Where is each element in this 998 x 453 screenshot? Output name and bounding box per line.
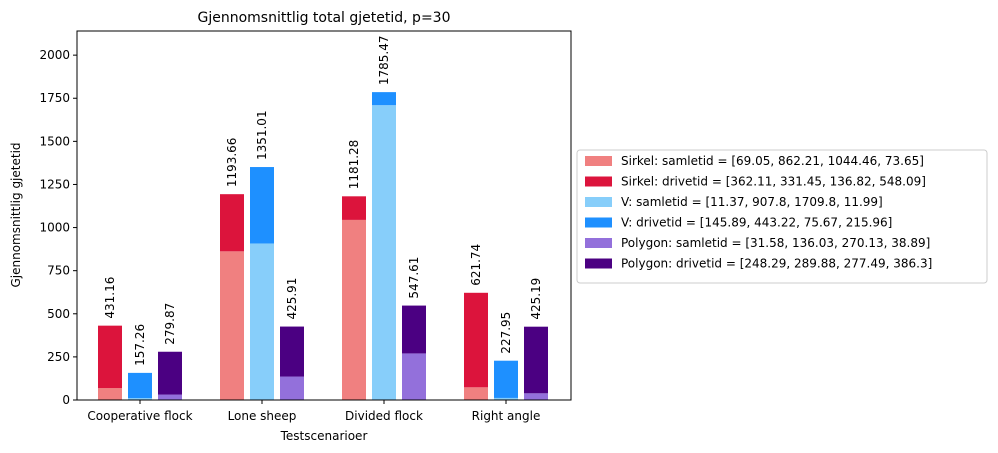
bar-segment (524, 326, 548, 394)
bar-total-label: 431.16 (103, 277, 117, 319)
bar-segment (220, 194, 244, 252)
legend-swatch (585, 197, 612, 207)
bar-segment (158, 351, 182, 395)
bar-segment (464, 387, 488, 400)
y-tick-label: 750 (47, 264, 70, 278)
x-axis-label: Testscenarioer (280, 429, 368, 443)
plot-frame (76, 30, 572, 401)
bar-segment (342, 219, 366, 400)
y-tick-label: 1500 (39, 134, 70, 148)
legend-swatch (585, 238, 612, 248)
bar-total-label: 1785.47 (377, 36, 391, 86)
bar-segment (494, 397, 518, 400)
bar-segment (280, 326, 304, 377)
y-axis: 0 250 500 750 1000 1250 1500 1750 2000 (39, 48, 77, 407)
legend-entry-label: Polygon: drivetid = [248.29, 289.88, 277… (621, 257, 932, 271)
bar-segment (494, 360, 518, 398)
chart-title: Gjennomsnittlig total gjetetid, p=30 (197, 10, 450, 26)
bar-total-label: 1193.66 (225, 138, 239, 188)
legend-entry-label: Polygon: samletid = [31.58, 136.03, 270.… (621, 236, 930, 250)
bar-segment (220, 251, 244, 400)
legend-swatch (585, 217, 612, 228)
bar-segment (98, 325, 122, 389)
legend-entry-label: V: drivetid = [145.89, 443.22, 75.67, 21… (621, 216, 892, 230)
y-tick-label: 1250 (39, 177, 70, 191)
bars-layer (98, 92, 548, 400)
bar-segment (372, 92, 396, 106)
bar-total-label: 547.61 (407, 257, 421, 299)
legend-entry-label: Sirkel: samletid = [69.05, 862.21, 1044.… (621, 154, 924, 168)
legend-swatch (585, 176, 612, 187)
bar-total-label: 425.19 (529, 278, 543, 320)
y-tick-label: 250 (47, 350, 70, 364)
bar-total-label: 279.87 (163, 303, 177, 345)
bar-segment (98, 388, 122, 400)
bar-total-label: 1351.01 (255, 110, 269, 160)
y-tick-label: 0 (62, 393, 70, 407)
bar-segment (402, 353, 426, 400)
bar-segment (342, 196, 366, 220)
y-tick-label: 1000 (39, 221, 70, 235)
x-tick-label: Lone sheep (228, 409, 297, 423)
x-tick-label: Cooperative flock (87, 409, 192, 423)
legend-entry-label: Sirkel: drivetid = [362.11, 331.45, 136.… (621, 175, 926, 189)
bar-total-label: 425.91 (285, 278, 299, 320)
legend-frame (576, 149, 988, 284)
bar-segment (250, 243, 274, 400)
bar-total-label: 157.26 (133, 324, 147, 366)
legend-swatch (585, 156, 612, 166)
x-axis: Cooperative flock Lone sheep Divided flock… (87, 400, 540, 423)
bar-segment (464, 292, 488, 388)
bar-segment (372, 105, 396, 400)
x-tick-label: Right angle (472, 409, 541, 423)
y-tick-label: 1750 (39, 91, 70, 105)
legend-entry-label: V: samletid = [11.37, 907.8, 1709.8, 11.… (621, 195, 883, 209)
bar-total-labels: 431.16 1193.66 1181.28 621.74 157.26 1351.01 1… (103, 36, 543, 366)
y-axis-label: Gjennomsnittlig gjetetid (9, 142, 23, 287)
legend: Sirkel: samletid = [69.05, 862.21, 1044.… (576, 149, 988, 284)
bar-segment (158, 394, 182, 400)
y-tick-label: 2000 (39, 48, 70, 62)
bar-segment (128, 398, 152, 400)
bar-segment (250, 167, 274, 244)
bar-total-label: 621.74 (469, 244, 483, 286)
x-tick-label: Divided flock (345, 409, 423, 423)
legend-swatch (585, 258, 612, 269)
bar-segment (280, 376, 304, 400)
y-tick-label: 500 (47, 307, 70, 321)
bar-segment (402, 305, 426, 354)
bar-segment (524, 393, 548, 400)
bar-segment (128, 372, 152, 399)
bar-total-label: 227.95 (499, 312, 513, 354)
bar-total-label: 1181.28 (347, 140, 361, 190)
